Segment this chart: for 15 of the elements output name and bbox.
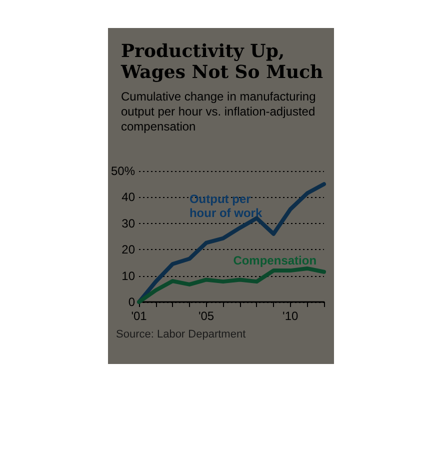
x-tick-label: '10 (282, 309, 299, 323)
series-label: Output per hour of work (189, 192, 262, 220)
line-series (137, 266, 326, 304)
series-label: Compensation (233, 254, 317, 268)
y-tick-label: 10 (122, 268, 136, 283)
chart-subtitle: Cumulative change in manufacturing output per hour vs. inflation-adjusted compensation (121, 90, 320, 134)
y-tick-label: 20 (122, 242, 136, 257)
source-note: Source: Labor Department (116, 328, 246, 340)
y-tick-label: 0 (128, 295, 136, 309)
y-tick-label: 30 (122, 216, 136, 230)
x-tick-label: '01 (131, 309, 148, 323)
x-tick-label: '05 (198, 309, 214, 323)
chart-title: Productivity Up, Wages Not So Much (120, 41, 324, 83)
y-tick-label: 50% (110, 164, 136, 178)
y-tick-label: 40 (122, 190, 136, 204)
